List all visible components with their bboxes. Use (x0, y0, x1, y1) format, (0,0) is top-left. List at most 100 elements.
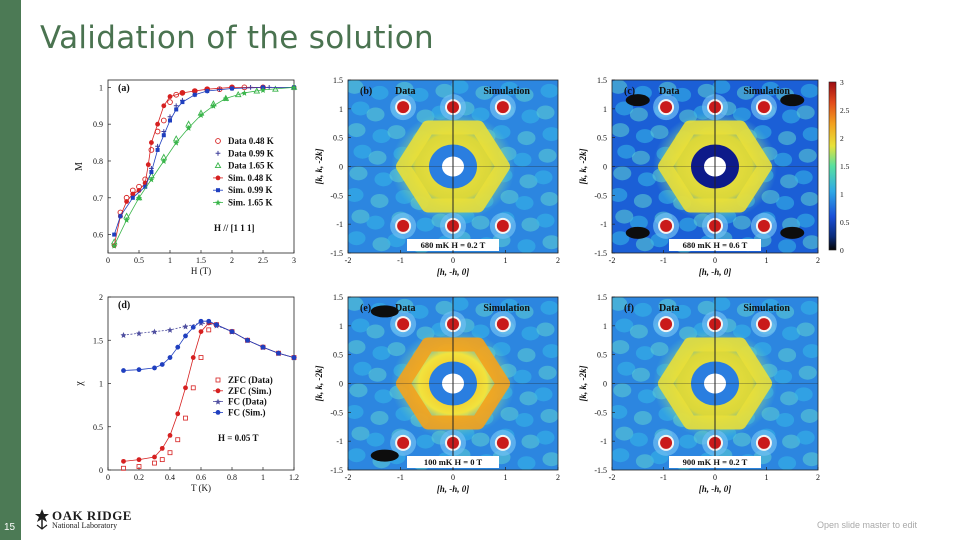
intensity-blob (794, 387, 813, 402)
data-point (152, 454, 157, 460)
accent-sidebar (0, 0, 21, 540)
simulation-label: Simulation (483, 86, 530, 97)
dark-spot (370, 449, 399, 462)
data-point (175, 411, 181, 417)
data-point (183, 385, 188, 391)
intensity-blob (612, 297, 628, 311)
x-tick-label: 1 (261, 473, 265, 482)
intensity-blob (673, 304, 692, 319)
data-point (118, 214, 123, 219)
data-point (159, 445, 165, 451)
intensity-blob (612, 448, 630, 463)
intensity-blob (475, 302, 494, 317)
intensity-blob (796, 322, 815, 337)
annotation: H = 0.05 T (218, 433, 258, 443)
legend-marker (215, 377, 221, 383)
intensity-blob (612, 231, 630, 246)
intensity-blob (800, 191, 818, 206)
intensity-blob (370, 410, 389, 425)
intensity-blob (732, 432, 751, 447)
plot-frame (107, 79, 295, 254)
intensity-blob (612, 404, 628, 419)
intensity-blob (366, 107, 385, 122)
data-point (136, 464, 142, 469)
y-tick-label: 0.5 (333, 134, 343, 143)
y-tick-label: -1.5 (594, 249, 607, 258)
data-point (136, 457, 142, 463)
data-point (180, 90, 185, 96)
legend-entry: FC (Data) (228, 397, 267, 407)
x-axis-label: H (T) (191, 266, 211, 276)
data-point (291, 84, 297, 91)
intensity-blob (633, 410, 652, 425)
data-point (198, 318, 204, 324)
colorbar: 0 0.5 1 1.5 2 2.5 3 (828, 78, 850, 255)
bragg-peak (660, 219, 673, 232)
intensity-blob (612, 80, 628, 94)
intensity-blob (395, 81, 414, 96)
data-point (167, 99, 173, 105)
simulation-label: Simulation (743, 303, 790, 314)
data-point (185, 124, 192, 131)
intensity-blob (513, 152, 532, 167)
y-tick-label: -1.5 (330, 249, 343, 258)
intensity-blob (712, 80, 731, 94)
condition-label: 900 mK H = 0.2 T (683, 457, 748, 467)
intensity-blob (521, 434, 540, 449)
x-tick-label: 2.5 (258, 256, 268, 265)
colorbar-tick-label: 2.5 (840, 106, 850, 115)
intensity-blob (366, 215, 385, 230)
data-point (229, 329, 235, 334)
data-point (198, 111, 204, 118)
intensity-blob (776, 195, 795, 210)
intensity-blob (351, 209, 370, 224)
y-tick-label: 1.5 (93, 336, 103, 345)
y-tick-label: -0.5 (330, 191, 343, 200)
intensity-blob (366, 324, 385, 339)
data-point (222, 95, 229, 102)
intensity-blob (776, 412, 795, 427)
data-point (130, 195, 135, 200)
heatmap-image (348, 297, 558, 470)
bragg-peak (397, 101, 410, 114)
simulation-label: Simulation (483, 303, 530, 314)
data-point (198, 329, 204, 334)
intensity-blob (612, 123, 630, 138)
dark-spot (370, 305, 399, 318)
x-tick-label: -1 (660, 473, 667, 482)
condition-label: 680 mK H = 0.2 T (421, 240, 486, 250)
intensity-blob (782, 434, 801, 449)
intensity-blob (348, 297, 364, 311)
data-point (167, 94, 173, 99)
x-tick-label: 1 (765, 473, 769, 482)
intensity-blob (637, 389, 656, 404)
data-point (145, 162, 151, 168)
data-point (149, 140, 154, 145)
y-axis-label: χ (74, 381, 85, 387)
data-point (136, 367, 142, 373)
x-axis-label: [h, -h, 0] (437, 267, 470, 277)
intensity-blob (349, 166, 368, 181)
footer-note: Open slide master to edit (817, 520, 918, 530)
intensity-blob (521, 109, 540, 124)
intensity-blob (348, 80, 364, 94)
y-tick-label: -1 (336, 437, 343, 446)
intensity-blob (351, 318, 370, 333)
intensity-blob (635, 454, 654, 469)
data-point (161, 133, 166, 138)
heatmap-image (612, 297, 818, 470)
y-axis-label: [k, k, -2k] (578, 149, 588, 185)
x-axis-label: [h, -h, 0] (437, 484, 470, 494)
legend-entry: FC (Sim.) (228, 407, 266, 417)
data-point (159, 457, 165, 463)
data-point (136, 194, 142, 201)
bragg-peak (397, 436, 410, 449)
intensity-blob (348, 187, 364, 202)
intensity-blob (500, 81, 519, 96)
intensity-blob (615, 318, 634, 333)
intensity-blob (513, 369, 532, 384)
intensity-blob (540, 300, 558, 315)
intensity-blob (778, 131, 797, 146)
intensity-blob (374, 172, 393, 187)
logo-subtitle: National Laboratory (52, 521, 118, 530)
